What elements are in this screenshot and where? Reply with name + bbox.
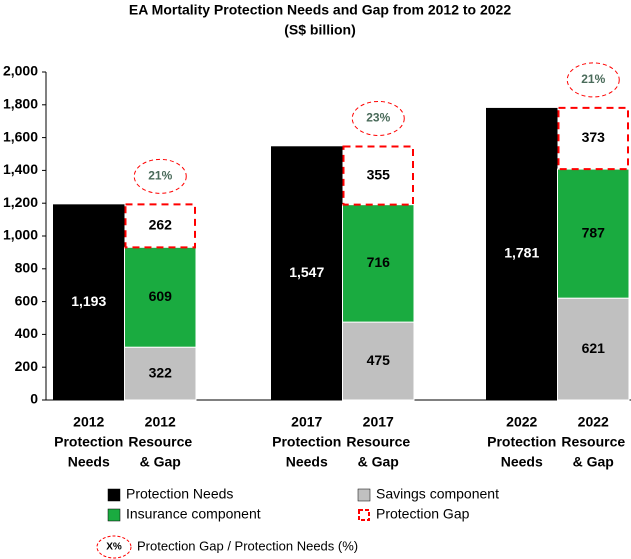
x-tick-label: Resource — [346, 434, 410, 450]
data-label: 355 — [367, 166, 391, 182]
data-label: 322 — [149, 364, 173, 380]
legend-swatch — [107, 508, 121, 522]
bar — [124, 346, 197, 401]
x-tick-label: 2017 — [363, 414, 394, 430]
bar — [342, 204, 415, 323]
chart-title: EA Mortality Protection Needs and Gap fr… — [129, 2, 511, 18]
x-tick-label: & Gap — [140, 454, 181, 470]
bar — [124, 246, 197, 348]
y-tick-label: 1,600 — [3, 128, 38, 144]
x-tick-label: & Gap — [358, 454, 399, 470]
legend-label: Protection Gap — [376, 506, 470, 522]
y-tick-label: 1,200 — [3, 194, 38, 210]
x-tick-label: & Gap — [573, 454, 614, 470]
y-tick-label: 200 — [15, 358, 39, 374]
data-label: 609 — [149, 288, 173, 304]
legend-label: Insurance component — [126, 506, 261, 522]
ratio-label: 23% — [366, 111, 390, 125]
y-tick-label: 1,800 — [3, 96, 38, 112]
ratio-ellipse — [133, 158, 187, 194]
x-tick-label: Protection — [54, 434, 123, 450]
legend-ratio-symbol: X% — [106, 542, 122, 553]
gap-bar — [124, 203, 196, 249]
y-tick-label: 1,000 — [3, 227, 38, 243]
ratio-ellipse — [566, 62, 620, 98]
x-tick-label: Needs — [68, 454, 110, 470]
data-label: 1,547 — [289, 264, 324, 280]
legend-label: Protection Needs — [126, 486, 233, 502]
data-label: 621 — [582, 340, 606, 356]
y-tick-label: 0 — [30, 391, 38, 407]
x-tick-label: 2012 — [73, 414, 104, 430]
ratio-ellipse — [351, 100, 405, 136]
data-label: 262 — [149, 217, 173, 233]
y-tick-label: 2,000 — [3, 63, 38, 79]
x-tick-label: Needs — [501, 454, 543, 470]
data-label: 787 — [582, 224, 606, 240]
chart-subtitle: (S$ billion) — [284, 22, 356, 38]
legend-swatch — [357, 488, 371, 502]
y-tick-label: 600 — [15, 292, 39, 308]
legend-label: Savings component — [376, 486, 499, 502]
y-tick-label: 400 — [15, 325, 39, 341]
data-label: 1,781 — [504, 245, 539, 261]
x-tick-label: Resource — [128, 434, 192, 450]
legend-swatch — [107, 488, 121, 502]
legend-swatch — [358, 509, 370, 521]
bar — [486, 107, 558, 400]
x-tick-label: Protection — [487, 434, 556, 450]
bar — [557, 297, 630, 401]
data-label: 1,193 — [71, 293, 106, 309]
bar — [342, 321, 415, 401]
bar — [271, 146, 343, 400]
ratio-label: 21% — [581, 72, 605, 86]
bar — [53, 204, 125, 400]
legend-label: Protection Gap / Protection Needs (%) — [137, 538, 358, 553]
y-tick-label: 800 — [15, 260, 39, 276]
data-label: 475 — [367, 352, 391, 368]
gap-bar — [557, 106, 629, 171]
ratio-label: 21% — [148, 169, 172, 183]
x-tick-label: 2022 — [578, 414, 609, 430]
x-tick-label: 2017 — [291, 414, 322, 430]
data-label: 716 — [367, 254, 391, 270]
legend-ratio-ellipse — [96, 535, 132, 559]
x-tick-label: Needs — [286, 454, 328, 470]
gap-bar — [342, 145, 414, 206]
x-tick-label: Resource — [561, 434, 625, 450]
y-tick-label: 1,400 — [3, 161, 38, 177]
x-tick-label: 2012 — [145, 414, 176, 430]
x-tick-label: 2022 — [506, 414, 537, 430]
x-tick-label: Protection — [272, 434, 341, 450]
data-label: 373 — [582, 129, 606, 145]
